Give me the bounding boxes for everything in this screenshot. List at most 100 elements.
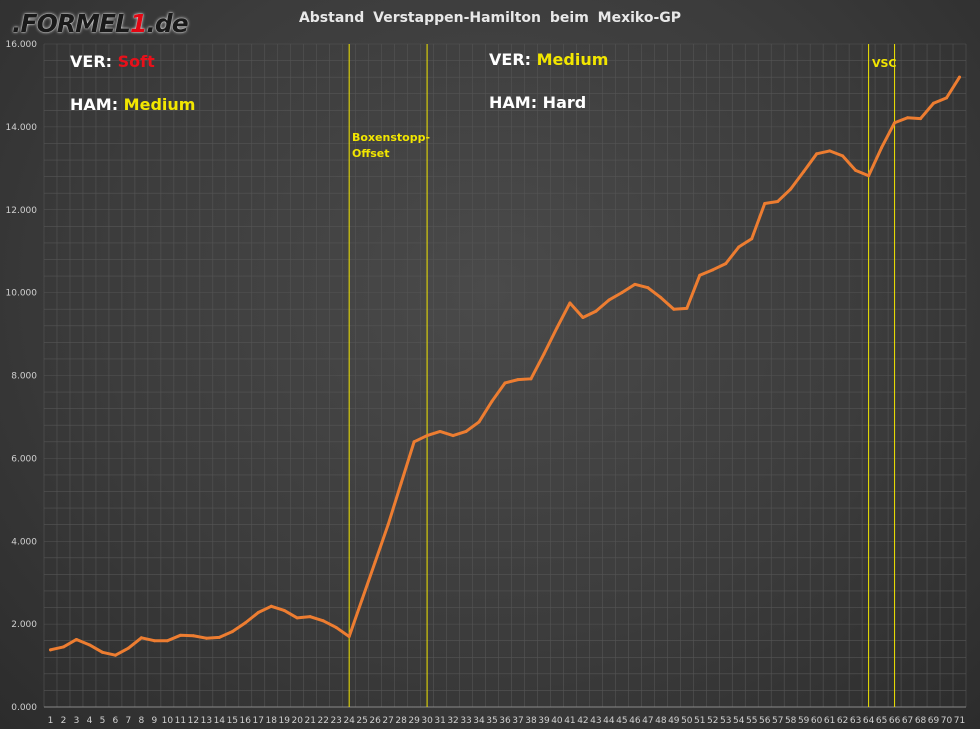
stint2-ver-label: VER: <box>489 50 532 69</box>
data-point <box>763 202 767 206</box>
x-tick-label: 51 <box>694 716 705 726</box>
chart-title: Abstand Verstappen-Hamilton beim Mexiko-… <box>298 10 682 26</box>
data-point <box>412 440 416 444</box>
data-point <box>919 117 923 121</box>
stint1-ver-annotation: VER: Soft <box>70 52 155 71</box>
formel1-logo: .FORMEL1.de <box>12 9 189 38</box>
x-tick-label: 37 <box>512 716 523 726</box>
data-point <box>646 286 650 290</box>
data-point <box>48 648 52 652</box>
x-tick-label: 19 <box>279 716 291 726</box>
data-point <box>815 152 819 156</box>
x-tick-label: 38 <box>525 716 537 726</box>
vsc-label: VSC <box>872 56 897 72</box>
data-point <box>672 307 676 311</box>
x-tick-label: 29 <box>408 716 420 726</box>
data-point <box>685 306 689 310</box>
data-point <box>165 639 169 643</box>
data-point <box>724 262 728 266</box>
x-tick-label: 28 <box>395 716 407 726</box>
data-point <box>503 381 507 385</box>
data-point <box>269 604 273 608</box>
data-point <box>100 650 104 654</box>
data-point <box>932 101 936 105</box>
data-point <box>789 187 793 191</box>
data-point <box>386 523 390 527</box>
data-point <box>828 149 832 153</box>
y-tick-label: 14.000 <box>6 123 38 133</box>
data-point <box>841 154 845 158</box>
x-tick-label: 44 <box>603 716 615 726</box>
x-tick-label: 20 <box>291 716 303 726</box>
stint2-ham-label: HAM: <box>489 93 538 112</box>
x-tick-label: 58 <box>785 716 797 726</box>
stint1-ham-label: HAM: <box>70 95 119 114</box>
x-tick-label: 50 <box>681 716 693 726</box>
x-tick-label: 14 <box>214 716 226 726</box>
x-tick-label: 22 <box>317 716 328 726</box>
data-point <box>217 635 221 639</box>
x-tick-label: 10 <box>162 716 174 726</box>
x-tick-label: 62 <box>837 716 848 726</box>
data-point <box>958 75 962 79</box>
x-tick-label: 1 <box>48 716 54 726</box>
x-tick-label: 52 <box>707 716 718 726</box>
x-tick-label: 61 <box>824 716 835 726</box>
data-point <box>711 268 715 272</box>
stint1-ham-tyre: Medium <box>123 95 196 114</box>
x-tick-label: 60 <box>811 716 823 726</box>
data-point <box>399 481 403 485</box>
data-point <box>347 635 351 639</box>
x-tick-label: 45 <box>616 716 627 726</box>
data-point <box>659 296 663 300</box>
x-tick-label: 57 <box>772 716 783 726</box>
x-tick-label: 12 <box>188 716 199 726</box>
data-point <box>373 560 377 564</box>
data-point <box>334 625 338 629</box>
x-tick-label: 49 <box>668 716 680 726</box>
x-tick-label: 34 <box>473 716 485 726</box>
x-tick-label: 53 <box>720 716 731 726</box>
data-point <box>321 619 325 623</box>
vsc-label-text: VSC <box>872 57 897 70</box>
data-point <box>555 326 559 330</box>
x-tick-label: 4 <box>87 716 93 726</box>
pitstop-offset-label-line1: Boxenstopp- <box>352 131 431 144</box>
x-tick-label: 70 <box>941 716 953 726</box>
data-point <box>945 96 949 100</box>
x-tick-label: 63 <box>850 716 861 726</box>
data-point <box>568 301 572 305</box>
x-tick-label: 31 <box>434 716 445 726</box>
data-point <box>438 429 442 433</box>
pitstop-offset-label: Boxenstopp- Offset <box>352 130 430 162</box>
x-tick-label: 65 <box>876 716 887 726</box>
data-point <box>204 636 208 640</box>
stint2-ver-annotation: VER: Medium <box>489 50 608 69</box>
x-tick-label: 68 <box>915 716 927 726</box>
x-tick-label: 24 <box>343 716 355 726</box>
data-point <box>854 168 858 172</box>
stint1-ver-label: VER: <box>70 52 113 71</box>
data-point <box>620 291 624 295</box>
x-tick-label: 40 <box>551 716 563 726</box>
data-point <box>880 146 884 150</box>
data-point <box>87 643 91 647</box>
data-point <box>178 633 182 637</box>
x-tick-label: 59 <box>798 716 810 726</box>
data-point <box>126 646 130 650</box>
data-point <box>750 237 754 241</box>
x-tick-label: 47 <box>642 716 653 726</box>
data-point <box>61 645 65 649</box>
x-tick-label: 21 <box>304 716 315 726</box>
data-point <box>256 611 260 615</box>
x-tick-label: 48 <box>655 716 667 726</box>
y-tick-label: 2.000 <box>11 620 37 630</box>
x-tick-label: 3 <box>74 716 80 726</box>
x-tick-label: 55 <box>746 716 757 726</box>
x-tick-label: 46 <box>629 716 641 726</box>
x-tick-label: 39 <box>538 716 550 726</box>
x-tick-label: 7 <box>126 716 132 726</box>
x-tick-label: 41 <box>564 716 575 726</box>
stint2-ham-annotation: HAM: Hard <box>489 93 586 112</box>
data-point <box>529 377 533 381</box>
